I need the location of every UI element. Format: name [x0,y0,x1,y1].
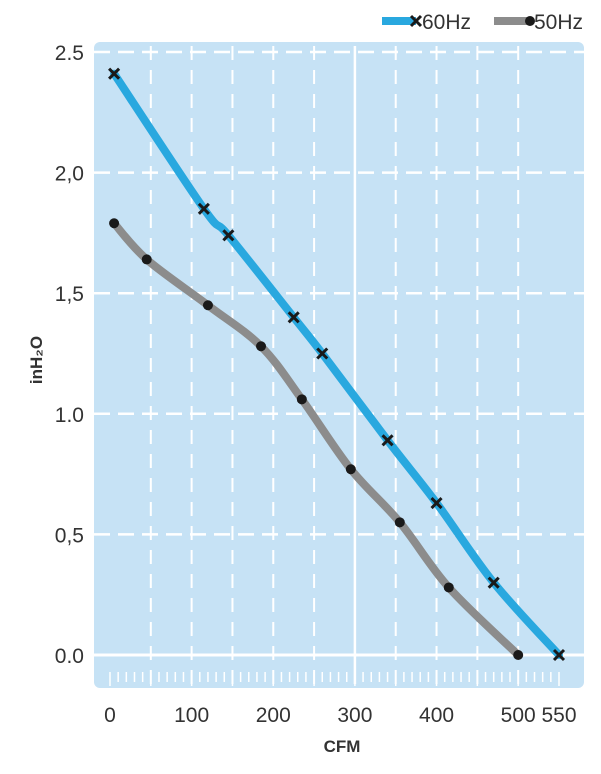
x-axis-title: CFM [324,737,361,756]
marker-50hz [443,582,454,593]
marker-50hz [394,517,405,528]
plot-background [94,42,584,688]
marker-stroke [108,67,121,80]
y-tick-label: 0,5 [55,524,84,547]
marker-50hz [202,300,213,311]
marker-50hz [109,218,120,229]
marker-stroke [487,576,500,589]
legend: 60Hz 50Hz [382,11,583,34]
legend-label-60hz: 60Hz [422,11,471,34]
marker-60hz [197,202,210,215]
marker-50hz [141,254,152,265]
marker-stroke [197,202,210,215]
marker-60hz [381,434,394,447]
marker-60hz [552,648,566,662]
marker-stroke [287,311,300,324]
y-tick-label: 0.0 [55,645,84,668]
marker-60hz [487,576,500,589]
series-group [108,67,566,662]
marker-stroke [316,347,329,360]
marker-stroke [381,434,394,447]
x-tick-label: 400 [419,704,454,727]
marker-60hz [108,67,121,80]
legend-item-50hz: 50Hz [494,11,583,34]
y-tick-label: 1.0 [55,404,84,427]
marker-stroke [222,229,235,242]
axis-ticks: 0.0 0,5 1.0 1,5 2,0 2.5 0 100 200 300 400 500 550 [55,42,577,727]
y-tick-label: 2,0 [55,163,84,186]
marker-50hz [256,341,267,352]
marker-60hz [316,347,329,360]
x-tick-label: 500 [501,704,536,727]
marker-60hz [430,496,443,510]
legend-marker [525,16,535,26]
series-line-50hz [110,219,523,659]
x-tick-label: 300 [337,704,372,727]
legend-item-60hz: 60Hz [382,11,471,34]
y-tick-label: 2.5 [55,42,84,65]
legend-label-50hz: 50Hz [534,11,583,34]
x-tick-label: 550 [541,704,576,727]
x-tick-label: 100 [174,704,209,727]
marker-60hz [287,311,300,324]
marker-60hz [222,229,235,242]
marker-50hz [345,464,356,475]
y-axis-title: inH₂O [27,336,46,384]
x-tick-label: 0 [104,704,116,727]
marker-50hz [296,394,307,405]
marker-stroke [552,648,566,662]
legend-marker [409,14,423,28]
marker-stroke [430,496,443,510]
x-tick-label: 200 [256,704,291,727]
marker-50hz [513,650,524,660]
y-tick-label: 1,5 [55,283,84,306]
